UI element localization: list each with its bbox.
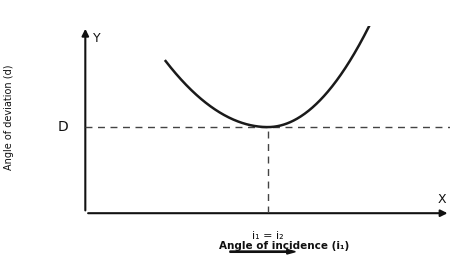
Text: Angle of deviation (d): Angle of deviation (d): [4, 64, 15, 170]
Text: Y: Y: [92, 32, 100, 45]
Text: Angle of incidence (i₁): Angle of incidence (i₁): [219, 241, 349, 251]
Text: D: D: [58, 120, 69, 134]
Text: X: X: [438, 193, 447, 206]
Text: i₁ = i₂: i₁ = i₂: [252, 231, 283, 241]
